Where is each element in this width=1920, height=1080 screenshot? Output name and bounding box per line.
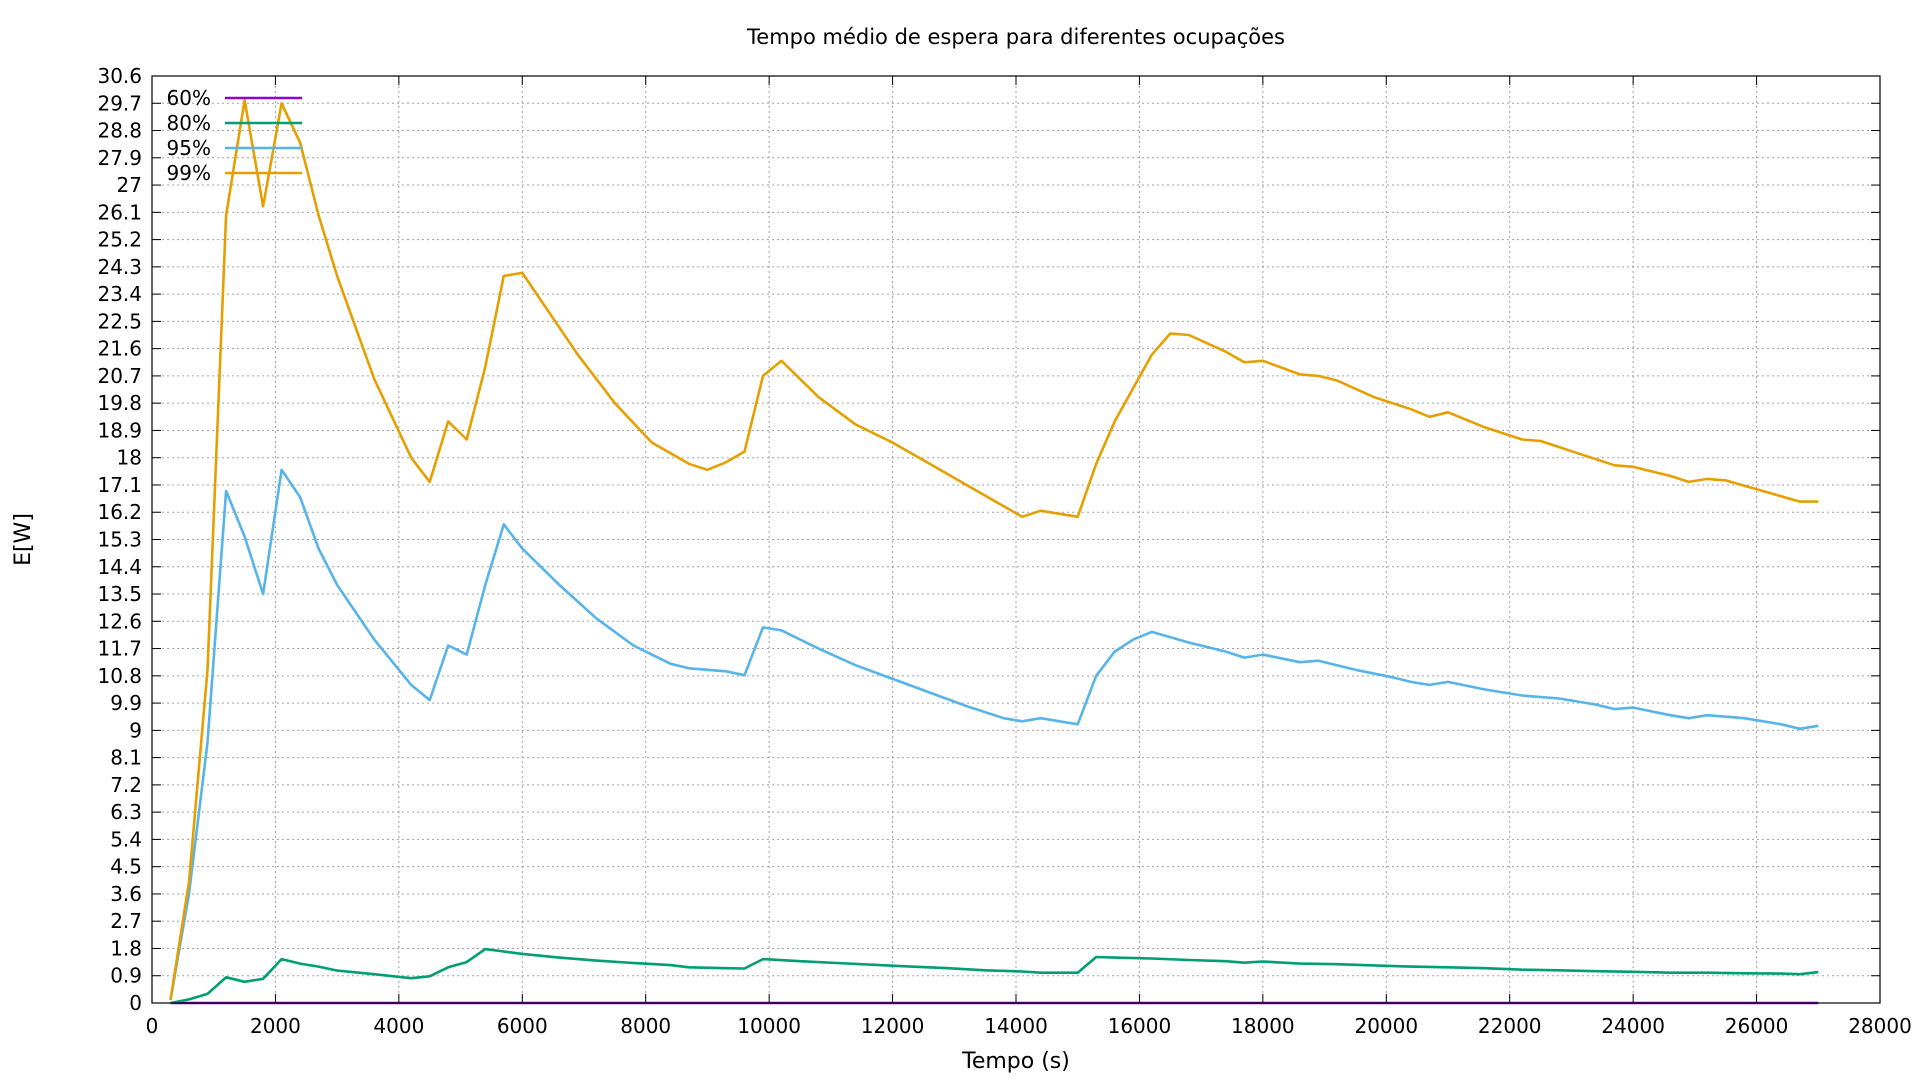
x-tick-label: 0	[146, 1014, 159, 1038]
y-tick-label: 9	[129, 718, 142, 742]
y-tick-label: 3.6	[110, 882, 142, 906]
x-tick-label: 4000	[373, 1014, 424, 1038]
x-tick-label: 26000	[1725, 1014, 1789, 1038]
y-tick-label: 9.9	[110, 691, 142, 715]
x-tick-label: 10000	[737, 1014, 801, 1038]
y-tick-label: 27	[117, 173, 142, 197]
x-tick-label: 14000	[984, 1014, 1048, 1038]
x-axis-label: Tempo (s)	[961, 1049, 1070, 1074]
y-tick-label: 1.8	[110, 936, 142, 960]
legend-label: 95%	[167, 136, 211, 160]
legend: 60%80%95%99%	[167, 86, 302, 185]
series-line-80pct	[170, 947, 1819, 1005]
x-tick-label: 24000	[1601, 1014, 1665, 1038]
y-tick-label: 17.1	[97, 473, 142, 497]
grid-lines	[152, 76, 1880, 1003]
legend-label: 60%	[167, 86, 211, 110]
x-tick-label: 20000	[1354, 1014, 1418, 1038]
y-tick-label: 28.8	[97, 119, 142, 143]
y-tick-label: 2.7	[110, 909, 142, 933]
y-tick-label: 18	[117, 446, 142, 470]
y-tick-label: 19.8	[97, 391, 142, 415]
axis-ticks	[151, 75, 1881, 1004]
y-tick-label: 20.7	[97, 364, 142, 388]
y-tick-label: 4.5	[110, 855, 142, 879]
y-tick-label: 11.7	[97, 637, 142, 661]
y-tick-label: 27.9	[97, 146, 142, 170]
y-tick-label: 25.2	[97, 228, 142, 252]
y-tick-label: 14.4	[97, 555, 142, 579]
y-tick-label: 16.2	[97, 500, 142, 524]
chart-title: Tempo médio de espera para diferentes oc…	[746, 25, 1285, 49]
y-tick-label: 18.9	[97, 418, 142, 442]
y-axis-label: E[W]	[11, 513, 36, 566]
legend-label: 99%	[167, 161, 211, 185]
y-tick-label: 15.3	[97, 528, 142, 552]
series-line-95pct	[169, 468, 1819, 1001]
y-tick-label: 22.5	[97, 309, 142, 333]
y-tick-label: 6.3	[110, 800, 142, 824]
y-tick-label: 5.4	[110, 827, 142, 851]
x-tick-label: 18000	[1231, 1014, 1295, 1038]
y-tick-label: 12.6	[97, 609, 142, 633]
y-tick-label: 0	[129, 991, 142, 1015]
x-tick-label: 8000	[620, 1014, 671, 1038]
x-tick-label: 22000	[1478, 1014, 1542, 1038]
series-line-99pct	[169, 98, 1819, 1001]
y-tick-label: 13.5	[97, 582, 142, 606]
y-tick-label: 24.3	[97, 255, 142, 279]
y-tick-label: 26.1	[97, 200, 142, 224]
y-tick-label: 21.6	[97, 337, 142, 361]
y-tick-label: 0.9	[110, 964, 142, 988]
x-tick-label: 12000	[861, 1014, 925, 1038]
y-tick-label: 10.8	[97, 664, 142, 688]
y-tick-label: 29.7	[97, 91, 142, 115]
x-tick-label: 2000	[250, 1014, 301, 1038]
y-tick-label: 30.6	[97, 64, 142, 88]
y-tick-label: 7.2	[110, 773, 142, 797]
tick-labels: 0 0.9 1.8 2.7 3.6 4.5 5.4 6.3 7.2 8.1 9 9.9 10.8 11.7…	[97, 64, 1911, 1038]
legend-label: 80%	[167, 111, 211, 135]
y-tick-label: 8.1	[110, 746, 142, 770]
y-tick-label: 23.4	[97, 282, 142, 306]
x-tick-label: 6000	[497, 1014, 548, 1038]
x-tick-label: 16000	[1108, 1014, 1172, 1038]
x-tick-label: 28000	[1848, 1014, 1912, 1038]
